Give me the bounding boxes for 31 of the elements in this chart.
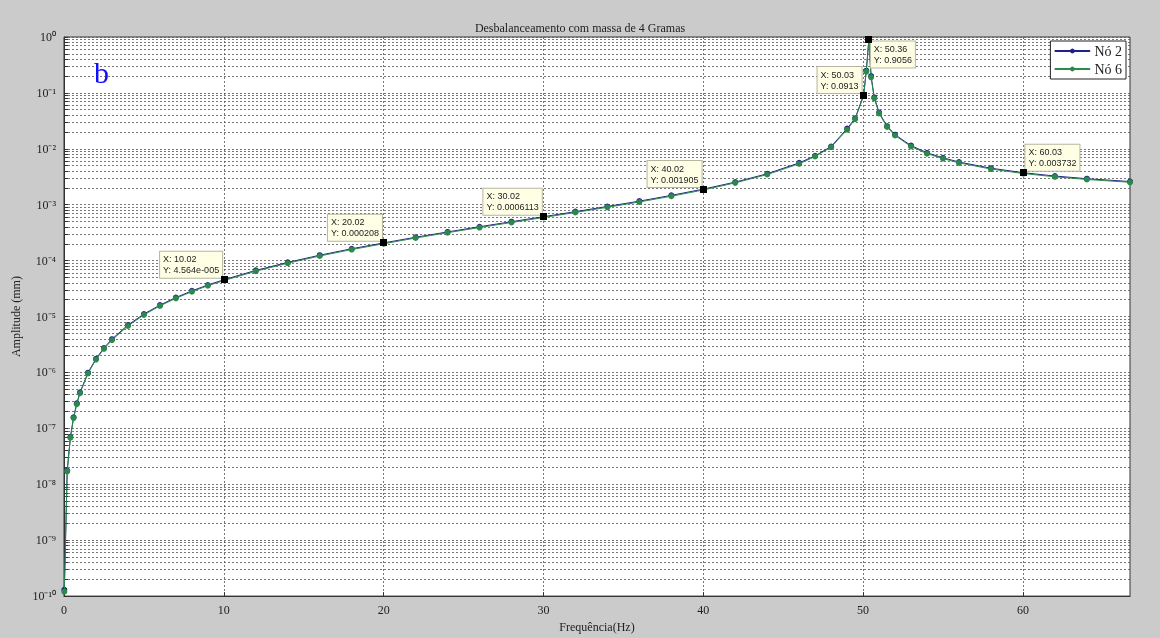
y-tick-label: 10⁻⁸ [35,477,56,492]
y-tick-label: 10⁻⁹ [35,533,56,548]
y-tick-label: 10⁻⁵ [35,309,56,324]
y-axis-title: Amplitude (mm) [8,276,23,358]
y-tick-label: 10⁻¹⁰ [32,589,56,604]
x-tick-label: 40 [697,603,710,618]
x-tick-label: 10 [217,603,230,618]
annotation: X: 50.36 Y: 0.9056 [873,43,912,65]
y-tick-label: 10⁻⁶ [35,365,56,380]
y-tick-label: 10⁻² [36,141,57,156]
x-tick-label: 50 [857,603,870,618]
legend-label: Nó 2 [1094,43,1123,59]
y-tick-label: 10⁻⁴ [35,253,56,268]
y-tick-label: 10⁻¹ [36,85,57,100]
annotation: X: 50.03 Y: 0.0913 [820,69,859,91]
annotation: X: 40.02 Y: 0.001905 [650,163,699,185]
x-tick-label: 20 [377,603,390,618]
y-tick-label: 10⁻³ [36,197,57,212]
x-tick-label: 60 [1016,603,1029,618]
annotation: X: 10.02 Y: 4.564e-005 [163,254,220,276]
annotation: X: 60.03 Y: 0.003732 [1028,147,1077,169]
annotation: b [94,55,109,89]
x-axis-title: Frequência(Hz) [559,620,635,634]
annotation: X: 30.02 Y: 0.0006113 [486,191,539,213]
x-tick-label: 0 [61,603,67,618]
y-tick-label: 10⁰ [40,30,56,44]
y-tick-label: 10⁻⁷ [35,421,56,436]
x-tick-label: 30 [537,603,550,618]
legend-label: Nó 6 [1094,61,1123,77]
chart-title: Desbalanceamento com massa de 4 Gramas [474,21,686,35]
annotation: X: 20.02 Y: 0.000208 [330,217,379,239]
